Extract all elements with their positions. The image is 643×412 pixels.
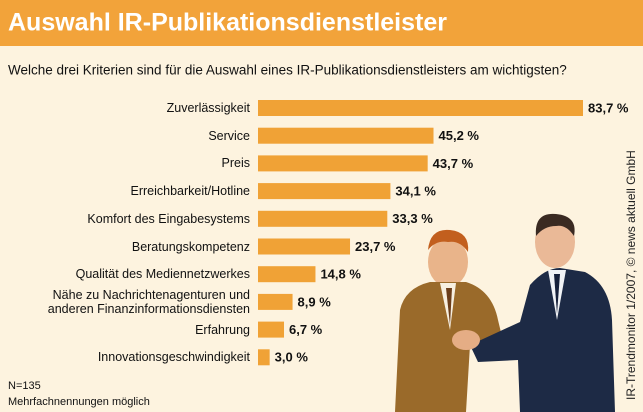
category-label: Zuverlässigkeit (166, 101, 250, 115)
bar (258, 349, 270, 366)
bar (258, 321, 285, 338)
chart-subtitle: Welche drei Kriterien sind für die Auswa… (8, 63, 567, 78)
value-label: 6,7 % (289, 322, 323, 337)
value-label: 45,2 % (439, 128, 480, 143)
value-label: 23,7 % (355, 239, 396, 254)
value-label: 3,0 % (275, 350, 309, 365)
illustration (395, 213, 615, 412)
bar (258, 293, 293, 310)
value-label: 43,7 % (433, 156, 474, 171)
bar (258, 100, 583, 116)
category-label: Nähe zu Nachrichtenagenturen und anderen… (47, 287, 250, 316)
category-label: Qualität des Mediennetzwerkes (75, 267, 250, 282)
bar (258, 183, 391, 200)
value-label: 8,9 % (298, 294, 332, 309)
category-label: Service (208, 128, 250, 143)
bar (258, 238, 351, 255)
category-label: Beratungskompetenz (131, 239, 250, 254)
value-label: 83,7 % (588, 100, 629, 115)
category-label: Erreichbarkeit/Hotline (130, 184, 251, 199)
category-label: Preis (221, 156, 250, 171)
source-text: IR-Trendmonitor 1/2007, © news aktuell G… (624, 150, 638, 400)
value-label: 34,1 % (395, 184, 436, 199)
value-label: 33,3 % (392, 211, 433, 226)
note-text: N=135 (8, 380, 41, 392)
category-label: Erfahrung (195, 322, 250, 337)
bar (258, 155, 428, 172)
category-label: Komfort des Eingabesystems (87, 211, 250, 226)
category-label: Innovationsgeschwindigkeit (97, 350, 250, 365)
chart-title: Auswahl IR-Publikationsdienstleister (8, 9, 447, 37)
bar (258, 127, 434, 144)
note-text: Mehrfachnennungen möglich (8, 396, 150, 408)
bar (258, 266, 316, 283)
value-label: 14,8 % (320, 267, 361, 282)
bar (258, 210, 388, 227)
title-band (0, 0, 643, 46)
